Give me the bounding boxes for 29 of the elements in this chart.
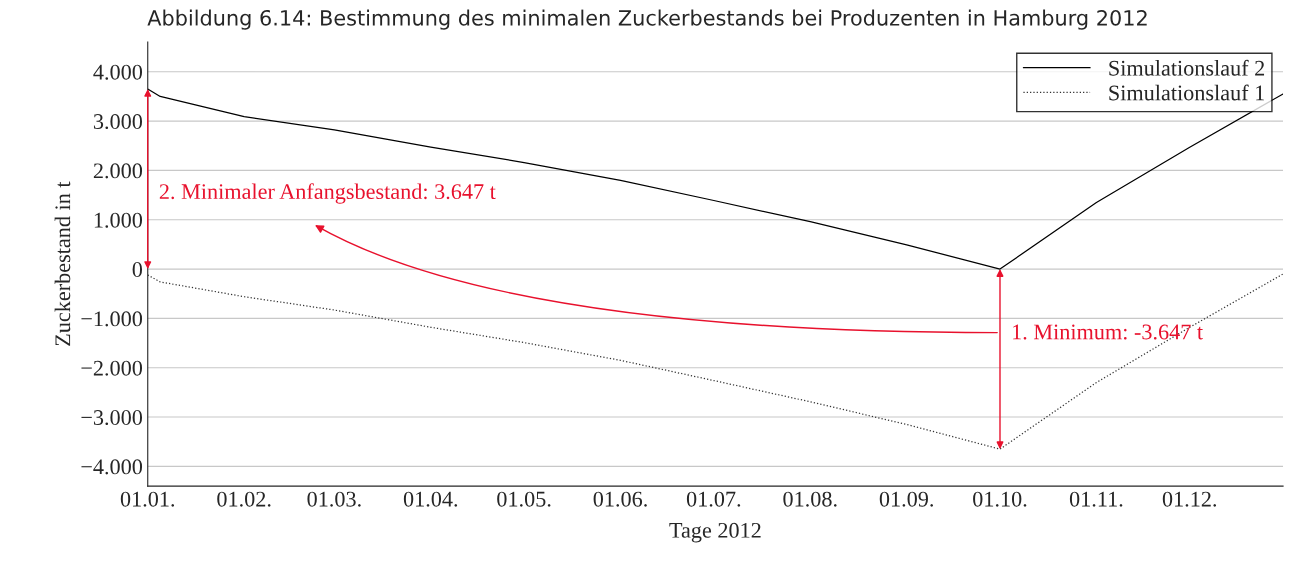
y-axis-title: Zuckerbestand in t: [54, 181, 71, 346]
x-tick-label: 01.05.: [497, 491, 551, 507]
x-tick-label: 01.02.: [217, 491, 271, 507]
y-tick-label: −4.000: [81, 459, 143, 475]
x-tick-label: 01.09.: [879, 491, 933, 507]
x-tick-label: 01.06.: [593, 491, 647, 507]
chart-title: Abbildung 6.14: Bestimmung des minimalen Zuckerbestands bei Produzenten in Hamburg 2012: [147, 9, 1147, 30]
x-tick-label: 01.03.: [307, 491, 361, 507]
line-series: [147, 273, 1284, 450]
x-tick-label: 01.11.: [1069, 491, 1123, 507]
y-tick-label: 3.000: [93, 114, 143, 130]
x-tick-label: 01.07.: [686, 491, 741, 507]
y-tick-label: −1.000: [81, 311, 143, 327]
x-tick-label: 01.08.: [783, 491, 837, 507]
y-tick-label: −3.000: [81, 410, 143, 426]
y-tick-label: 2.000: [93, 163, 143, 179]
annotation: 2. Minimaler Anfangsbestand: 3.647 t: [159, 183, 496, 204]
x-tick-label: 01.01.: [120, 491, 175, 507]
y-tick-label: 0: [132, 262, 143, 277]
x-tick-label: 01.04.: [403, 491, 458, 507]
y-tick-label: 4.000: [93, 64, 143, 80]
annotation: 1. Minimum: -3.647 t: [1013, 324, 1203, 340]
y-tick-label: −2.000: [81, 360, 143, 376]
x-tick-label: 01.10.: [973, 491, 1027, 507]
x-axis-title: Tage 2012: [669, 522, 761, 543]
x-tick-label: 01.12.: [1162, 491, 1217, 507]
legend-label: Simulationslauf 2: [1109, 59, 1265, 76]
y-tick-label: 1.000: [94, 212, 143, 228]
legend-label: Simulationslauf 1: [1109, 84, 1264, 101]
